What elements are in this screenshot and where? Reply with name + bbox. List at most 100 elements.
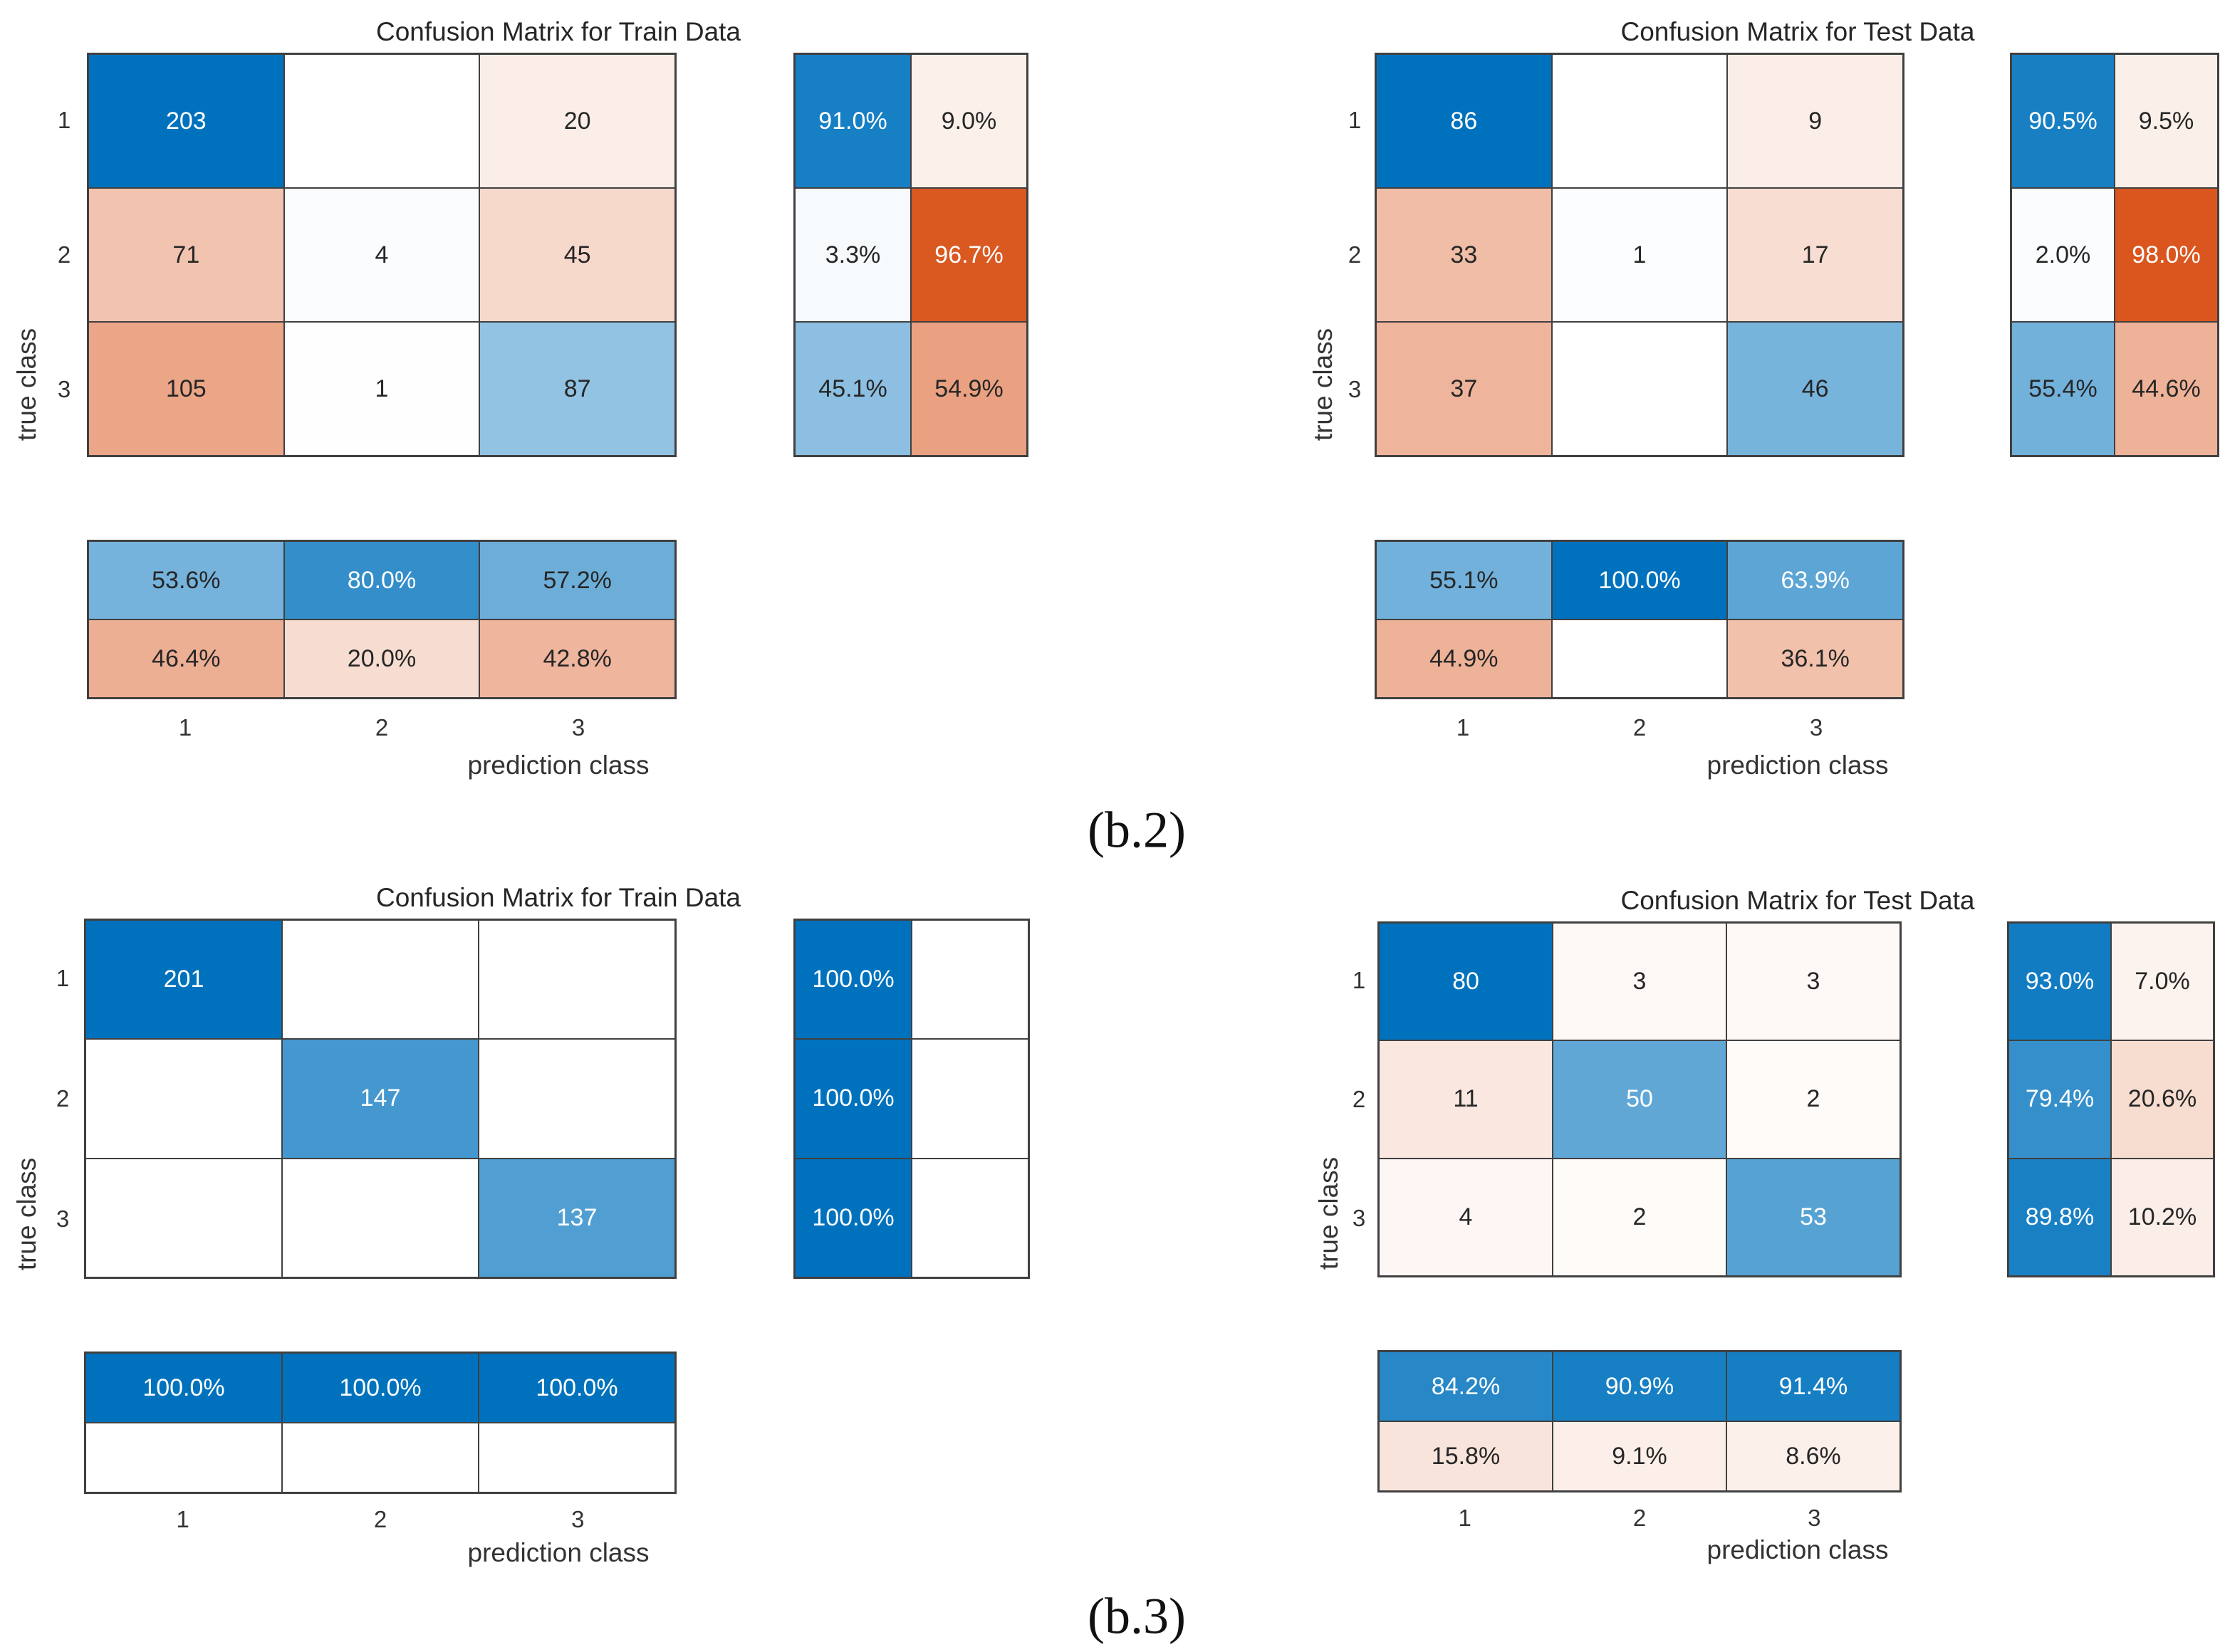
column-summary-cell: 55.1% [1376, 541, 1552, 620]
row-summary-cell [912, 1039, 1028, 1159]
y-tick-label: 3 [56, 1205, 70, 1232]
matrix-cell [283, 54, 480, 188]
column-summary-cell: 63.9% [1727, 541, 1903, 620]
matrix-cell [85, 1158, 282, 1277]
matrix-cell [282, 920, 479, 1040]
x-axis-label: prediction class [467, 1538, 650, 1567]
column-summary-cell [85, 1423, 282, 1492]
row-summary-cell: 91.0% [795, 54, 911, 188]
chart-title: Confusion Matrix for Train Data [375, 17, 741, 46]
matrix-cell: 71 [88, 188, 284, 322]
column-summary-cell: 80.0% [283, 541, 480, 620]
matrix-cell: 33 [1376, 188, 1552, 322]
matrix-cell: 37 [1376, 322, 1552, 456]
matrix-cell: 1 [283, 322, 480, 456]
x-tick-label: 1 [178, 714, 192, 741]
row-summary-cell: 9.5% [2115, 54, 2218, 188]
column-summary-cell: 8.6% [1726, 1421, 1900, 1491]
matrix-cell: 50 [1553, 1040, 1726, 1159]
row-summary-cell: 93.0% [2008, 923, 2111, 1041]
row-summary: 90.5% 9.5% 2.0% 98.0% 55.4% 44.6% [2010, 53, 2219, 457]
x-tick-label: 1 [1458, 1505, 1471, 1531]
x-tick-label: 3 [1809, 714, 1823, 741]
y-axis-label: true class [1308, 328, 1338, 441]
x-axis-label: prediction class [1706, 1535, 1889, 1564]
row-summary-cell [912, 1158, 1028, 1277]
chart-title: Confusion Matrix for Test Data [1620, 886, 1975, 915]
x-tick-label: 2 [1632, 1505, 1647, 1531]
column-summary-cell: 100.0% [85, 1353, 282, 1423]
row-summary-cell: 98.0% [2115, 188, 2218, 322]
matrix-cell: 80 [1379, 923, 1553, 1041]
column-summary-cell: 42.8% [479, 620, 675, 698]
column-summary: 53.6% 80.0% 57.2% 46.4% 20.0% 42.8% [87, 540, 677, 699]
chart-title: Confusion Matrix for Train Data [375, 883, 741, 912]
column-summary-cell: 44.9% [1376, 620, 1552, 698]
matrix-cell: 147 [282, 1039, 479, 1159]
x-tick-label: 1 [176, 1506, 189, 1532]
column-summary-cell: 84.2% [1379, 1352, 1553, 1421]
column-summary-cell [1551, 620, 1728, 698]
column-summary-cell: 46.4% [88, 620, 284, 698]
column-summary-cell: 9.1% [1553, 1421, 1726, 1491]
row-summary-cell: 100.0% [795, 1039, 912, 1159]
row-summary-cell: 20.6% [2111, 1040, 2214, 1159]
row-summary: 93.0% 7.0% 79.4% 20.6% 89.8% 10.2% [2007, 921, 2215, 1277]
y-tick-label: 1 [57, 106, 71, 133]
row-summary-cell: 9.0% [911, 54, 1027, 188]
matrix-cell: 4 [283, 188, 480, 322]
x-axis-label: prediction class [1706, 751, 1889, 780]
row-summary-cell [912, 920, 1028, 1040]
chart-title: Confusion Matrix for Test Data [1620, 17, 1975, 46]
row-summary: 100.0% 100.0% 100.0% [793, 919, 1030, 1279]
column-summary-cell: 53.6% [88, 541, 284, 620]
y-tick-label: 3 [57, 376, 71, 403]
y-tick-label: 1 [1348, 106, 1362, 133]
caption-b3: (b.3) [1088, 1587, 1186, 1645]
matrix-cell: 1 [1551, 188, 1728, 322]
x-tick-label: 3 [571, 1506, 585, 1532]
x-tick-label: 3 [571, 714, 585, 741]
caption-b2: (b.2) [1088, 801, 1186, 859]
matrix-cell [282, 1158, 479, 1277]
matrix-cell: 46 [1727, 322, 1903, 456]
y-axis-label: true class [12, 328, 41, 441]
row-summary-cell: 44.6% [2115, 322, 2218, 456]
y-tick-label: 3 [1352, 1204, 1366, 1231]
y-tick-label: 3 [1348, 376, 1362, 403]
y-axis-label: true class [12, 1157, 41, 1271]
row-summary-cell: 3.3% [795, 188, 911, 322]
column-summary-cell: 100.0% [282, 1353, 479, 1423]
matrix-cell: 137 [479, 1158, 675, 1277]
matrix-cell: 4 [1379, 1158, 1553, 1276]
matrix-cell: 105 [88, 322, 284, 456]
column-summary-cell [282, 1423, 479, 1492]
confusion-matrix: 86 9 33 1 17 37 46 [1375, 53, 1904, 457]
matrix-cell: 53 [1726, 1158, 1900, 1276]
matrix-cell: 45 [479, 188, 675, 322]
row-summary-cell: 79.4% [2008, 1040, 2111, 1159]
column-summary-cell: 100.0% [479, 1353, 675, 1423]
row-summary-cell: 54.9% [911, 322, 1027, 456]
y-tick-label: 1 [1352, 967, 1366, 994]
row-summary-cell: 100.0% [795, 920, 912, 1040]
row-summary-cell: 89.8% [2008, 1158, 2111, 1276]
column-summary-cell: 20.0% [283, 620, 480, 698]
y-tick-label: 2 [1352, 1086, 1366, 1112]
y-axis-label: true class [1314, 1156, 1343, 1270]
confusion-matrix: 201 147 137 [84, 919, 677, 1279]
matrix-cell: 3 [1553, 923, 1726, 1041]
matrix-cell: 86 [1376, 54, 1552, 188]
matrix-cell: 20 [479, 54, 675, 188]
row-summary-cell: 100.0% [795, 1158, 912, 1277]
row-summary: 91.0% 9.0% 3.3% 96.7% 45.1% 54.9% [793, 53, 1028, 457]
column-summary-cell: 90.9% [1553, 1352, 1726, 1421]
column-summary-cell: 36.1% [1727, 620, 1903, 698]
matrix-cell: 17 [1727, 188, 1903, 322]
matrix-cell [1551, 322, 1728, 456]
y-tick-label: 2 [57, 241, 71, 268]
column-summary-cell: 100.0% [1551, 541, 1728, 620]
column-summary: 84.2% 90.9% 91.4% 15.8% 9.1% 8.6% [1377, 1350, 1902, 1492]
x-tick-label: 2 [375, 714, 389, 741]
y-tick-label: 1 [56, 965, 70, 992]
